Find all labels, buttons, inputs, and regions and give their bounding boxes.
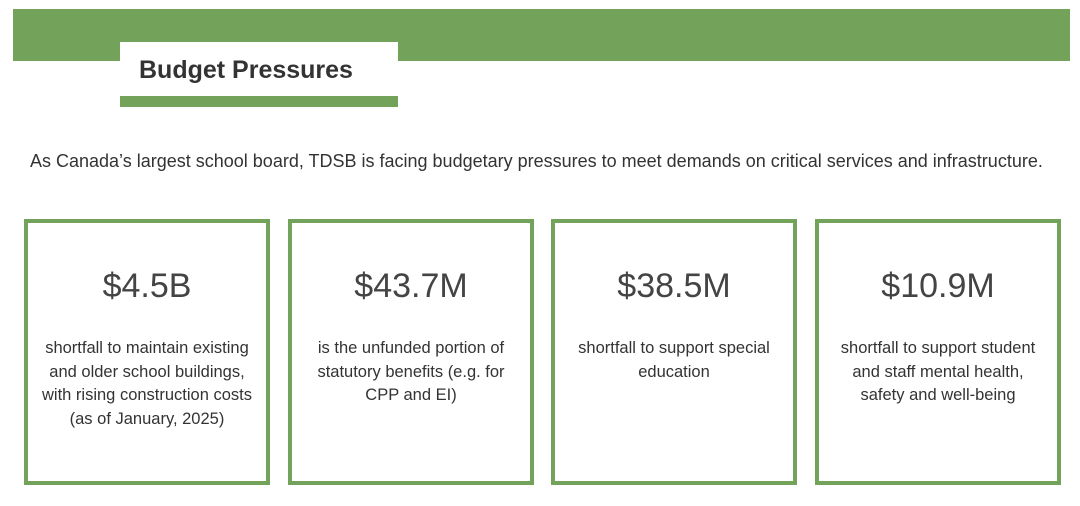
intro-paragraph: As Canada’s largest school board, TDSB i…: [30, 151, 1043, 171]
stat-value: $38.5M: [617, 267, 731, 305]
stat-value: $4.5B: [102, 267, 192, 305]
stat-card-mental-health: $10.9M shortfall to support student and …: [815, 219, 1061, 485]
stat-description: is the unfunded portion of statutory ben…: [317, 339, 505, 404]
stat-description: shortfall to support special education: [578, 339, 770, 381]
stat-card-benefits: $43.7M is the unfunded portion of statut…: [288, 219, 534, 485]
stat-description: shortfall to support student and staff m…: [840, 339, 1036, 404]
stat-cards: $4.5B shortfall to maintain existing and…: [24, 219, 1061, 485]
title-underline: [120, 96, 398, 107]
stat-value: $10.9M: [881, 267, 995, 305]
stat-card-buildings: $4.5B shortfall to maintain existing and…: [24, 219, 270, 485]
stat-value: $43.7M: [354, 267, 468, 305]
page-title: Budget Pressures: [139, 56, 353, 84]
stat-card-special-education: $38.5M shortfall to support special educ…: [551, 219, 797, 485]
stat-description: shortfall to maintain existing and older…: [42, 339, 252, 428]
title-box: Budget Pressures: [120, 42, 398, 107]
